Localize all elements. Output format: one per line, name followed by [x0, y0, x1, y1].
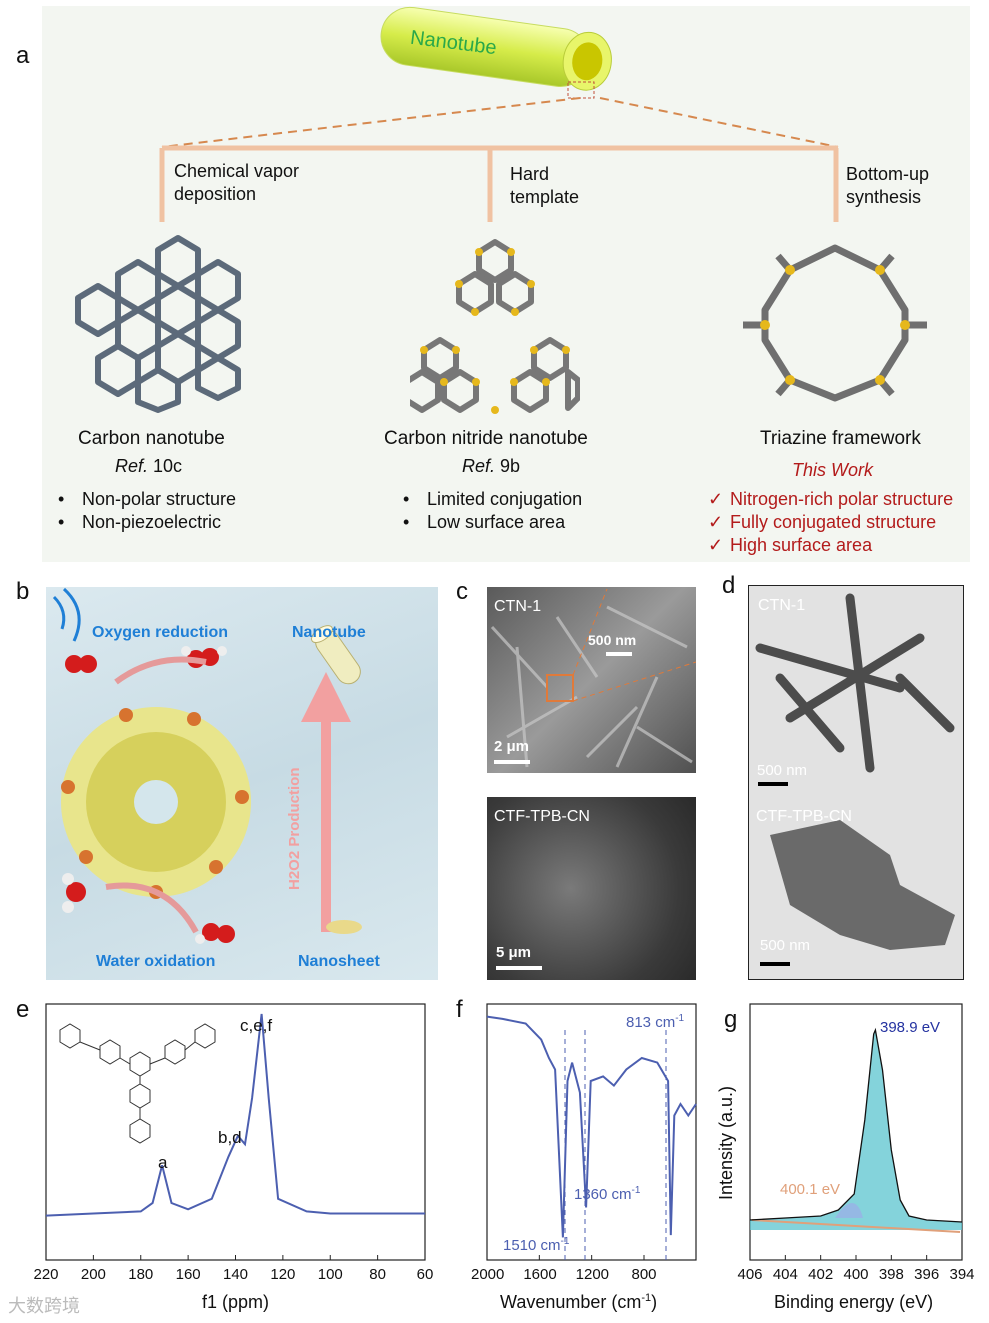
xps-x-axis-title: Binding energy (eV) [774, 1292, 934, 1312]
ftir-1510-annotation: 1510 cm-1 [503, 1236, 570, 1254]
oxygen-reduction-label: Oxygen reduction [92, 624, 229, 641]
sem-inset-scale-text: 500 nm [588, 632, 637, 648]
water-oxidation-label: Water oxidation [96, 953, 216, 970]
cnt-point-2: Non-piezoelectric [58, 512, 221, 533]
xps-tick-label: 394 [949, 1266, 975, 1283]
xps-main-peak-fill [750, 1030, 962, 1230]
nmr-tick-label: 80 [369, 1266, 386, 1283]
triazine-point-2: Fully conjugated structure [708, 512, 936, 533]
nmr-x-ticks [45, 1255, 426, 1260]
cnn-point-2: Low surface area [403, 512, 565, 533]
carbon-nitride-title: Carbon nitride nanotube [384, 428, 588, 449]
triazine-point-3: High surface area [708, 535, 872, 556]
panel-label-e: e [16, 996, 30, 1023]
nmr-tick-label: 160 [175, 1266, 201, 1283]
tem-ctn1-image [755, 593, 955, 773]
xps-tick-label: 406 [737, 1266, 763, 1283]
tem-ctn1-label: CTN-1 [758, 597, 806, 614]
panel-label-f: f [456, 996, 463, 1023]
ftir-tick-label: 1600 [523, 1266, 557, 1283]
xps-tick-label: 396 [914, 1266, 940, 1283]
ftir-tick-label: 800 [631, 1266, 657, 1283]
watermark: 大数跨境 [8, 1296, 80, 1316]
cnn-point-1: Limited conjugation [403, 489, 582, 510]
tem-ctf-label: CTF-TPB-CN [756, 808, 852, 825]
xps-minor-peak-fill [835, 1203, 863, 1218]
method-cvd: Chemical vapor deposition [174, 161, 300, 204]
nmr-spectrum-line [45, 1013, 425, 1217]
xps-tick-label: 400 [843, 1266, 869, 1283]
triazine-title: Triazine framework [760, 428, 921, 449]
sem-nanotube-texture [490, 588, 696, 768]
method-bottom-up: Bottom-up synthesis [846, 164, 930, 207]
sem-bottom-scale-text: 5 μm [496, 944, 532, 961]
nanotube-illustration [380, 6, 612, 99]
carbon-nanotube-title: Carbon nanotube [78, 428, 225, 449]
ftir-1360-annotation: 1360 cm-1 [574, 1185, 641, 1203]
nmr-peak-cef-label: c,e,f [240, 1016, 273, 1035]
tem-ctf-image [770, 820, 955, 950]
tem-bottom-scale-text: 500 nm [760, 937, 811, 954]
nmr-peak-a-label: a [158, 1153, 168, 1172]
xps-y-axis-title: Intensity (a.u.) [716, 1085, 736, 1200]
nanotube-b-label: Nanotube [292, 624, 366, 641]
cnt-point-1: Non-polar structure [58, 489, 236, 510]
sem-ctn1-label: CTN-1 [494, 598, 542, 615]
ftir-813-annotation: 813 cm-1 [626, 1013, 685, 1031]
h2o2-production-illustration [52, 587, 362, 944]
xps-spectrum-line [749, 1027, 963, 1223]
ftir-spectrum-line [486, 1015, 697, 1238]
ftir-plot-frame [486, 1003, 697, 1261]
triazine-framework-illustration [743, 244, 927, 402]
ftir-tick-label: 1200 [575, 1266, 610, 1283]
xps-x-ticks [749, 1255, 963, 1260]
nanosheet-label: Nanosheet [298, 953, 380, 970]
xps-minor-peak-label: 400.1 eV [780, 1181, 841, 1198]
ftir-guide-lines [564, 1030, 667, 1260]
sem-image-ctf [487, 797, 696, 980]
carbon-nitride-illustration [410, 239, 580, 414]
nmr-tick-label: 200 [80, 1266, 106, 1283]
sem-top-scale-text: 2 μm [494, 738, 530, 755]
xps-baseline [751, 1219, 961, 1233]
nmr-tick-label: 120 [270, 1266, 296, 1283]
panel-label-d: d [722, 572, 736, 599]
nmr-tick-label: 60 [416, 1266, 434, 1283]
tem-top-scale-text: 500 nm [757, 762, 808, 779]
carbon-nanotube-ref: Ref. 10c [115, 456, 183, 476]
triazine-point-1: Nitrogen-rich polar structure [708, 489, 953, 510]
ftir-tick-label: 2000 [471, 1266, 505, 1283]
this-work-label: This Work [792, 460, 873, 480]
tem-bottom-scalebar [760, 962, 790, 966]
nmr-tick-label: 220 [33, 1266, 59, 1283]
sem-top-scalebar [494, 760, 530, 764]
xps-tick-label: 404 [772, 1266, 798, 1283]
panel-label-g: g [724, 1006, 738, 1033]
panel-label-a: a [16, 42, 30, 69]
sem-inset-scalebar [606, 652, 632, 656]
ftir-x-ticks [486, 1255, 645, 1260]
nmr-tick-label: 180 [128, 1266, 154, 1283]
nmr-peak-bd-label: b,d [218, 1128, 242, 1147]
triazine-structure-sketch [59, 1023, 216, 1144]
xps-tick-label: 398 [878, 1266, 904, 1283]
sem-bottom-scalebar [496, 966, 542, 970]
ftir-x-axis-title: Wavenumber (cm-1) [500, 1292, 658, 1312]
panel-label-b: b [16, 578, 30, 605]
panel-label-c: c [456, 578, 468, 605]
xps-main-peak-label: 398.9 eV [880, 1019, 941, 1036]
nmr-tick-label: 100 [317, 1266, 343, 1283]
carbon-lattice-illustration [75, 235, 241, 413]
xps-tick-label: 402 [808, 1266, 834, 1283]
nmr-x-axis-title: f1 (ppm) [202, 1292, 270, 1312]
branch-connectors [159, 97, 839, 222]
nmr-tick-label: 140 [222, 1266, 249, 1283]
tem-top-scalebar [758, 782, 788, 786]
carbon-nitride-ref: Ref. 9b [462, 456, 521, 476]
method-hard-template: Hard template [510, 164, 580, 207]
sem-ctf-label: CTF-TPB-CN [494, 808, 590, 825]
